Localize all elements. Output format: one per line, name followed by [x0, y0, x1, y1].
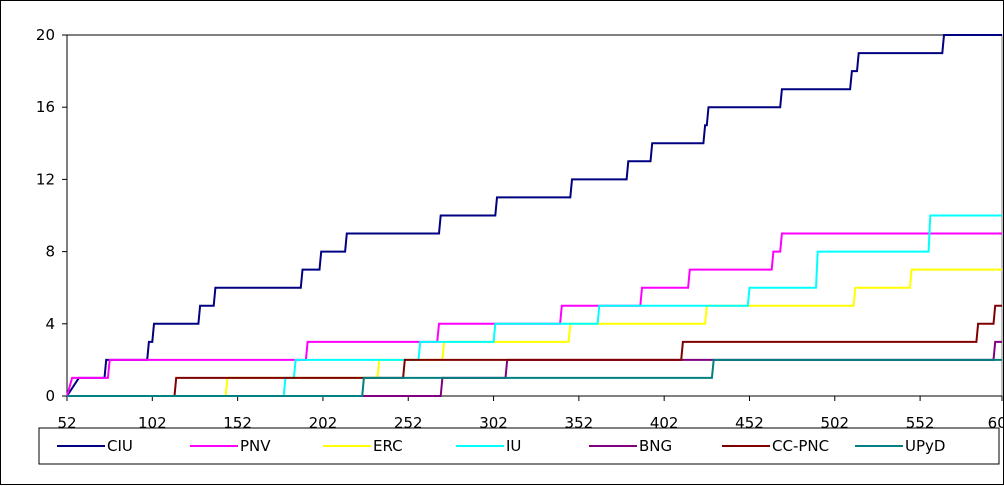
plot-area: [66, 34, 1003, 397]
plot-border: [66, 34, 1003, 397]
legend: CIU PNV ERC IU BNG CC-PNC UPyD: [38, 427, 1000, 465]
series-lines: [66, 34, 1002, 397]
legend-label: PNV: [240, 437, 271, 455]
x-axis-ticks: 52102152202252302352402452502552600: [57, 396, 1004, 432]
series-line-pnv: [66, 232, 1002, 397]
y-tick-label: 20: [36, 26, 55, 44]
y-axis-ticks: 0 4 8 12 16 20: [36, 26, 67, 405]
legend-label: IU: [506, 437, 521, 455]
y-tick-label: 12: [36, 170, 55, 188]
y-tick-label: 16: [36, 98, 55, 116]
y-tick-label: 8: [45, 243, 55, 261]
legend-label: CIU: [107, 437, 133, 455]
legend-label: UPyD: [905, 437, 945, 455]
series-line-bng: [67, 340, 1002, 397]
y-tick-label: 4: [45, 315, 55, 333]
series-line-ciu: [66, 34, 1002, 397]
y-tick-label: 0: [45, 387, 55, 405]
series-line-cc-pnc: [67, 304, 1002, 397]
legend-label: BNG: [639, 437, 672, 455]
legend-label: ERC: [373, 437, 403, 455]
series-line-upyd: [67, 358, 1002, 397]
legend-label: CC-PNC: [772, 437, 829, 455]
